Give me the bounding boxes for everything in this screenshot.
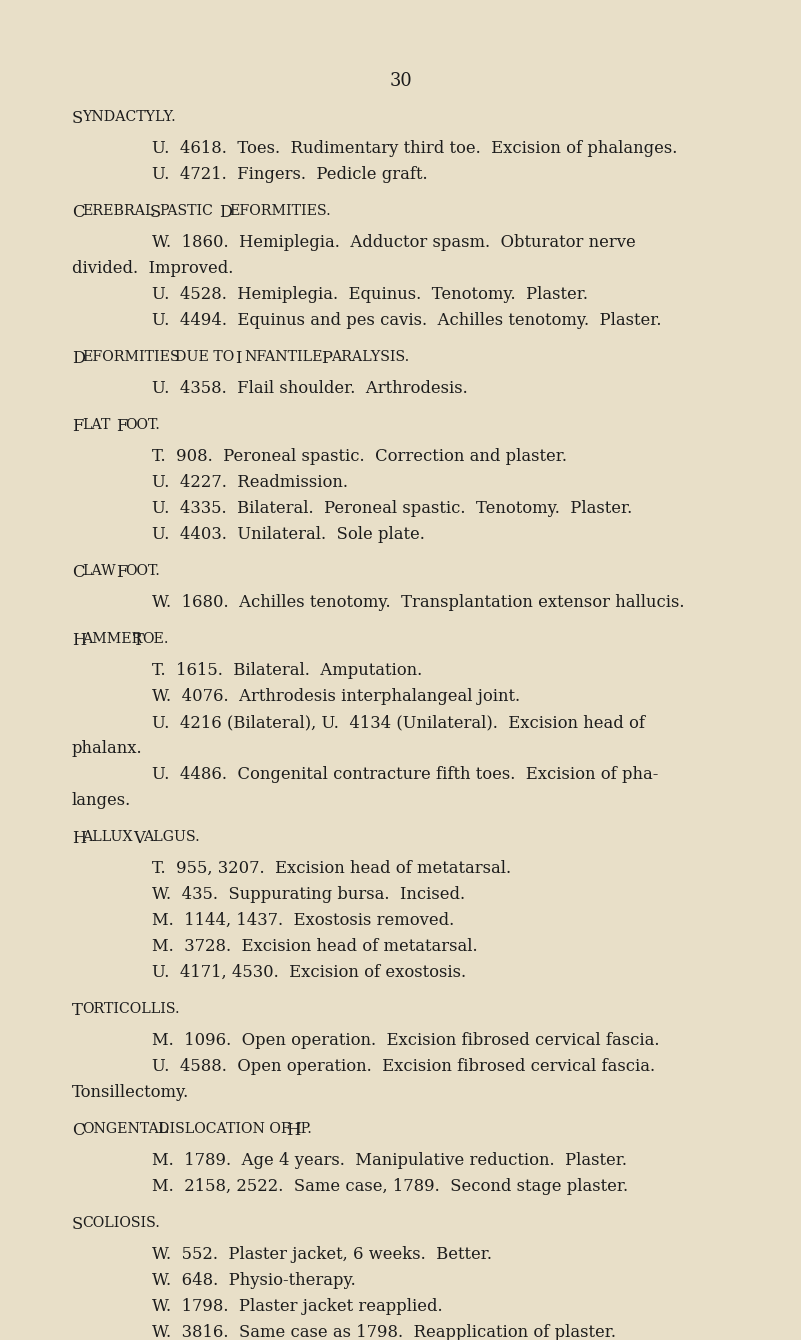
Text: M.  3728.  Excision head of metatarsal.: M. 3728. Excision head of metatarsal. [152, 938, 477, 955]
Text: C: C [72, 1122, 84, 1139]
Text: U.  4528.  Hemiplegia.  Equinus.  Tenotomy.  Plaster.: U. 4528. Hemiplegia. Equinus. Tenotomy. … [152, 285, 588, 303]
Text: M.  1144, 1437.  Exostosis removed.: M. 1144, 1437. Exostosis removed. [152, 913, 454, 929]
Text: M.  1096.  Open operation.  Excision fibrosed cervical fascia.: M. 1096. Open operation. Excision fibros… [152, 1032, 659, 1049]
Text: W.  1798.  Plaster jacket reapplied.: W. 1798. Plaster jacket reapplied. [152, 1298, 443, 1315]
Text: M.  1789.  Age 4 years.  Manipulative reduction.  Plaster.: M. 1789. Age 4 years. Manipulative reduc… [152, 1152, 627, 1168]
Text: ARALYSIS.: ARALYSIS. [331, 350, 409, 364]
Text: T.  908.  Peroneal spastic.  Correction and plaster.: T. 908. Peroneal spastic. Correction and… [152, 448, 567, 465]
Text: P: P [321, 350, 332, 367]
Text: W.  435.  Suppurating bursa.  Incised.: W. 435. Suppurating bursa. Incised. [152, 886, 465, 903]
Text: U.  4171, 4530.  Excision of exostosis.: U. 4171, 4530. Excision of exostosis. [152, 963, 466, 981]
Text: ONGENTAL: ONGENTAL [82, 1122, 168, 1136]
Text: U.  4403.  Unilateral.  Sole plate.: U. 4403. Unilateral. Sole plate. [152, 527, 425, 543]
Text: I: I [235, 350, 241, 367]
Text: V: V [133, 829, 145, 847]
Text: C: C [72, 564, 84, 582]
Text: IP.: IP. [296, 1122, 312, 1136]
Text: OE.: OE. [143, 632, 169, 646]
Text: U.  4494.  Equinus and pes cavis.  Achilles tenotomy.  Plaster.: U. 4494. Equinus and pes cavis. Achilles… [152, 312, 662, 330]
Text: S: S [72, 1215, 83, 1233]
Text: U.  4588.  Open operation.  Excision fibrosed cervical fascia.: U. 4588. Open operation. Excision fibros… [152, 1059, 655, 1075]
Text: PASTIC: PASTIC [159, 204, 214, 218]
Text: S: S [150, 204, 161, 221]
Text: H: H [72, 632, 87, 649]
Text: LAT: LAT [82, 418, 111, 431]
Text: U.  4227.  Readmission.: U. 4227. Readmission. [152, 474, 348, 490]
Text: T: T [133, 632, 143, 649]
Text: D: D [72, 350, 85, 367]
Text: W.  4076.  Arthrodesis interphalangeal joint.: W. 4076. Arthrodesis interphalangeal joi… [152, 687, 520, 705]
Text: COLIOSIS.: COLIOSIS. [82, 1215, 159, 1230]
Text: divided.  Improved.: divided. Improved. [72, 260, 233, 277]
Text: ORTICOLLIS.: ORTICOLLIS. [82, 1002, 179, 1016]
Text: W.  648.  Physio-therapy.: W. 648. Physio-therapy. [152, 1272, 356, 1289]
Text: YNDACTYLY.: YNDACTYLY. [82, 110, 175, 125]
Text: EREBRAL: EREBRAL [82, 204, 155, 218]
Text: phalanx.: phalanx. [72, 740, 143, 757]
Text: U.  4335.  Bilateral.  Peroneal spastic.  Tenotomy.  Plaster.: U. 4335. Bilateral. Peroneal spastic. Te… [152, 500, 632, 517]
Text: EFORMITIES: EFORMITIES [82, 350, 179, 364]
Text: U.  4486.  Congenital contracture fifth toes.  Excision of pha-: U. 4486. Congenital contracture fifth to… [152, 766, 658, 783]
Text: T: T [72, 1002, 83, 1018]
Text: W.  1860.  Hemiplegia.  Adductor spasm.  Obturator nerve: W. 1860. Hemiplegia. Adductor spasm. Obt… [152, 234, 636, 251]
Text: D: D [219, 204, 232, 221]
Text: M.  2158, 2522.  Same case, 1789.  Second stage plaster.: M. 2158, 2522. Same case, 1789. Second s… [152, 1178, 628, 1195]
Text: ALLUX: ALLUX [82, 829, 132, 844]
Text: Tonsillectomy.: Tonsillectomy. [72, 1084, 189, 1101]
Text: T.  1615.  Bilateral.  Amputation.: T. 1615. Bilateral. Amputation. [152, 662, 422, 679]
Text: DUE TO: DUE TO [175, 350, 235, 364]
Text: W.  1680.  Achilles tenotomy.  Transplantation extensor hallucis.: W. 1680. Achilles tenotomy. Transplantat… [152, 594, 685, 611]
Text: NFANTILE: NFANTILE [244, 350, 323, 364]
Text: F: F [116, 418, 127, 436]
Text: C: C [72, 204, 84, 221]
Text: W.  3816.  Same case as 1798.  Reapplication of plaster.: W. 3816. Same case as 1798. Reapplicatio… [152, 1324, 616, 1340]
Text: T.  955, 3207.  Excision head of metatarsal.: T. 955, 3207. Excision head of metatarsa… [152, 860, 511, 876]
Text: F: F [72, 418, 83, 436]
Text: DISLOCATION OF: DISLOCATION OF [159, 1122, 291, 1136]
Text: U.  4721.  Fingers.  Pedicle graft.: U. 4721. Fingers. Pedicle graft. [152, 166, 428, 184]
Text: langes.: langes. [72, 792, 131, 809]
Text: OOT.: OOT. [126, 564, 160, 578]
Text: AMMER: AMMER [82, 632, 143, 646]
Text: 30: 30 [389, 72, 412, 90]
Text: U.  4216 (Bilateral), U.  4134 (Unilateral).  Excision head of: U. 4216 (Bilateral), U. 4134 (Unilateral… [152, 714, 645, 732]
Text: H: H [72, 829, 87, 847]
Text: EFORMITIES.: EFORMITIES. [229, 204, 331, 218]
Text: ALGUS.: ALGUS. [143, 829, 199, 844]
Text: U.  4358.  Flail shoulder.  Arthrodesis.: U. 4358. Flail shoulder. Arthrodesis. [152, 381, 468, 397]
Text: S: S [72, 110, 83, 127]
Text: OOT.: OOT. [126, 418, 160, 431]
Text: W.  552.  Plaster jacket, 6 weeks.  Better.: W. 552. Plaster jacket, 6 weeks. Better. [152, 1246, 492, 1264]
Text: U.  4618.  Toes.  Rudimentary third toe.  Excision of phalanges.: U. 4618. Toes. Rudimentary third toe. Ex… [152, 139, 678, 157]
Text: H: H [286, 1122, 300, 1139]
Text: F: F [116, 564, 127, 582]
Text: LAW: LAW [82, 564, 115, 578]
